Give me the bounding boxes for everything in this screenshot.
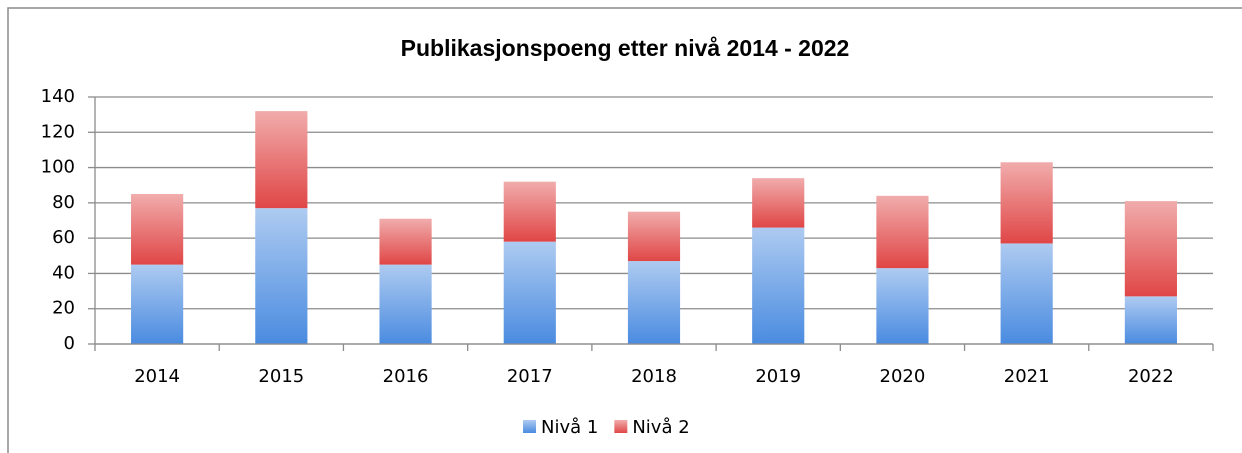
x-tick-label: 2018 (631, 366, 677, 387)
y-tick-label: 100 (41, 157, 75, 178)
bar-segment (503, 241, 556, 344)
bar-segment (255, 111, 308, 209)
bar-segment (876, 195, 929, 269)
chart-frame (7, 7, 1242, 453)
bar-segment (503, 181, 556, 242)
bar-segment (379, 264, 432, 344)
y-tick-label: 120 (41, 121, 75, 142)
y-tick-label: 40 (52, 262, 75, 283)
legend-label: Nivå 1 (541, 417, 598, 438)
x-tick-label: 2019 (755, 366, 801, 387)
bar-segment (255, 208, 308, 344)
bar-segment (1000, 243, 1053, 344)
bar-segment (1124, 201, 1177, 297)
x-tick-label: 2016 (383, 366, 429, 387)
legend-swatch (523, 420, 536, 433)
y-tick-label: 80 (52, 192, 75, 213)
bar-segment (131, 194, 184, 265)
y-tick-label: 60 (52, 227, 75, 248)
bar-segment (379, 218, 432, 265)
bar-segment (1124, 296, 1177, 344)
legend-swatch (614, 420, 628, 433)
y-tick-label: 0 (64, 333, 75, 354)
bar-segment (131, 264, 184, 344)
x-tick-label: 2021 (1004, 366, 1050, 387)
bar-segment (1000, 162, 1053, 244)
bar-segment (627, 261, 681, 344)
bar-segment (627, 211, 681, 262)
bar-segment (876, 268, 929, 344)
x-tick-label: 2015 (258, 366, 304, 387)
x-tick-label: 2020 (880, 366, 926, 387)
y-tick-label: 20 (52, 298, 75, 319)
bar-segment (752, 178, 805, 228)
chart-title: Publikasjonspoeng etter nivå 2014 - 2022 (401, 35, 850, 61)
x-tick-label: 2017 (507, 366, 553, 387)
legend-label: Nivå 2 (632, 417, 689, 438)
x-tick-label: 2014 (134, 366, 180, 387)
y-tick-label: 140 (41, 86, 75, 107)
bar-segment (752, 227, 805, 344)
x-tick-label: 2022 (1128, 366, 1174, 387)
